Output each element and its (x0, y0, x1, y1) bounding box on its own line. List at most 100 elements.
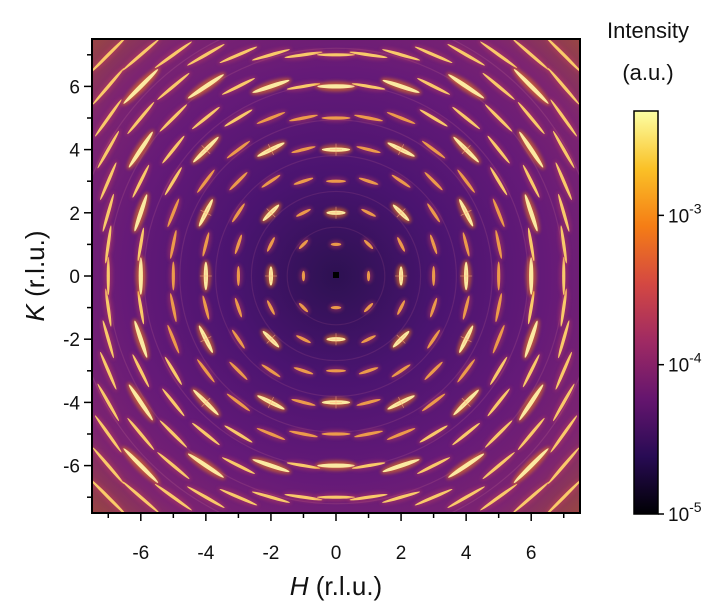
bragg-peak (347, 491, 390, 503)
bragg-peak (390, 202, 412, 224)
y-tick-label: 6 (69, 77, 80, 98)
bragg-peak (224, 139, 252, 161)
bragg-peak (160, 386, 187, 419)
bragg-peak (395, 298, 408, 317)
bragg-peak (425, 201, 442, 225)
bragg-peak (558, 286, 570, 329)
bragg-peak (361, 300, 376, 315)
bragg-peak (287, 428, 320, 440)
bragg-peak (254, 426, 288, 442)
bragg-peak (517, 382, 545, 423)
bragg-peak (395, 264, 408, 288)
bragg-peak (546, 445, 580, 486)
bragg-peak (548, 97, 579, 139)
bragg-peak (389, 172, 413, 190)
bragg-peak (385, 140, 417, 159)
bragg-peak (417, 423, 450, 445)
bragg-peak (130, 352, 151, 390)
bragg-peak (347, 49, 390, 61)
bragg-peak (488, 165, 509, 198)
bragg-peak (130, 162, 151, 200)
x-tick-label: -2 (262, 543, 279, 564)
bragg-peak (314, 492, 358, 502)
diffuse-ring (215, 155, 457, 397)
bragg-peak (425, 327, 442, 351)
diffuse-ring (286, 226, 386, 326)
bragg-peak (525, 225, 537, 264)
bragg-peak (380, 489, 423, 505)
bragg-peak (389, 362, 413, 380)
bragg-peak (364, 268, 373, 284)
bragg-peak (352, 428, 385, 440)
bragg-peak (100, 191, 116, 234)
y-axis: -6 -4 -2 0 2 4 6 (63, 54, 92, 498)
bragg-peak (163, 354, 184, 387)
bragg-peak (412, 45, 455, 65)
bragg-peak (356, 175, 381, 187)
bragg-peak (264, 298, 277, 317)
x-tick-label: 0 (331, 543, 342, 564)
bragg-peak (548, 413, 579, 455)
bragg-peak (217, 45, 260, 65)
colorbar-tick-label: 10-4 (668, 350, 702, 377)
bragg-peak (356, 365, 381, 377)
colorbar-gradient (633, 110, 659, 515)
bragg-peak (191, 134, 221, 165)
bragg-peak (167, 227, 179, 261)
bragg-peak (92, 477, 129, 513)
bragg-peak (260, 328, 282, 350)
bragg-peak (522, 192, 540, 234)
heatmap-plot (91, 38, 581, 514)
colorbar-ticks: 10-5 10-4 10-3 (658, 200, 702, 526)
bragg-peak (445, 42, 487, 68)
bragg-peak (512, 67, 551, 106)
bragg-peak (196, 323, 215, 355)
bragg-peak (395, 235, 408, 254)
bragg-peak (483, 102, 515, 134)
bragg-peak (455, 357, 477, 385)
x-tick-label: 6 (526, 543, 537, 564)
bragg-peak (291, 365, 316, 377)
bragg-peak (359, 333, 378, 346)
bragg-peak (233, 264, 243, 288)
bragg-peak (282, 491, 325, 503)
center-beamstop (333, 272, 339, 278)
bragg-peak (125, 416, 156, 452)
bragg-peak (132, 318, 150, 360)
bragg-peak (250, 77, 292, 95)
bragg-peak (255, 140, 287, 159)
bragg-peak (315, 460, 357, 471)
bragg-peak (315, 81, 357, 92)
bragg-peak (415, 455, 452, 476)
bragg-peak (230, 327, 247, 351)
bragg-peak (135, 255, 147, 297)
bragg-peak (328, 303, 344, 312)
bragg-peak (460, 259, 473, 293)
bragg-peak (92, 66, 126, 107)
bragg-peak (254, 110, 288, 126)
bragg-peak (165, 196, 181, 230)
bragg-peak (232, 232, 245, 257)
bragg-peak (93, 97, 124, 139)
bragg-peak (319, 396, 353, 409)
bragg-peak (417, 107, 450, 129)
bragg-peak (232, 295, 245, 320)
bragg-peak (485, 386, 512, 419)
bragg-peak (165, 322, 181, 356)
bragg-peak (224, 391, 252, 413)
bragg-peak (324, 176, 348, 186)
bragg-peak (324, 333, 348, 346)
bragg-peak (546, 66, 580, 107)
y-tick-label: -6 (63, 457, 80, 478)
bragg-peak (227, 170, 250, 193)
bragg-peak (98, 350, 119, 392)
diffuse-ring (250, 190, 422, 362)
bragg-peak (199, 259, 212, 293)
bragg-peak (551, 129, 577, 171)
bragg-peak (250, 457, 292, 475)
bragg-peak (324, 206, 348, 219)
bragg-peak (512, 446, 551, 485)
bragg-peak (511, 479, 552, 513)
bragg-peak (195, 167, 217, 195)
